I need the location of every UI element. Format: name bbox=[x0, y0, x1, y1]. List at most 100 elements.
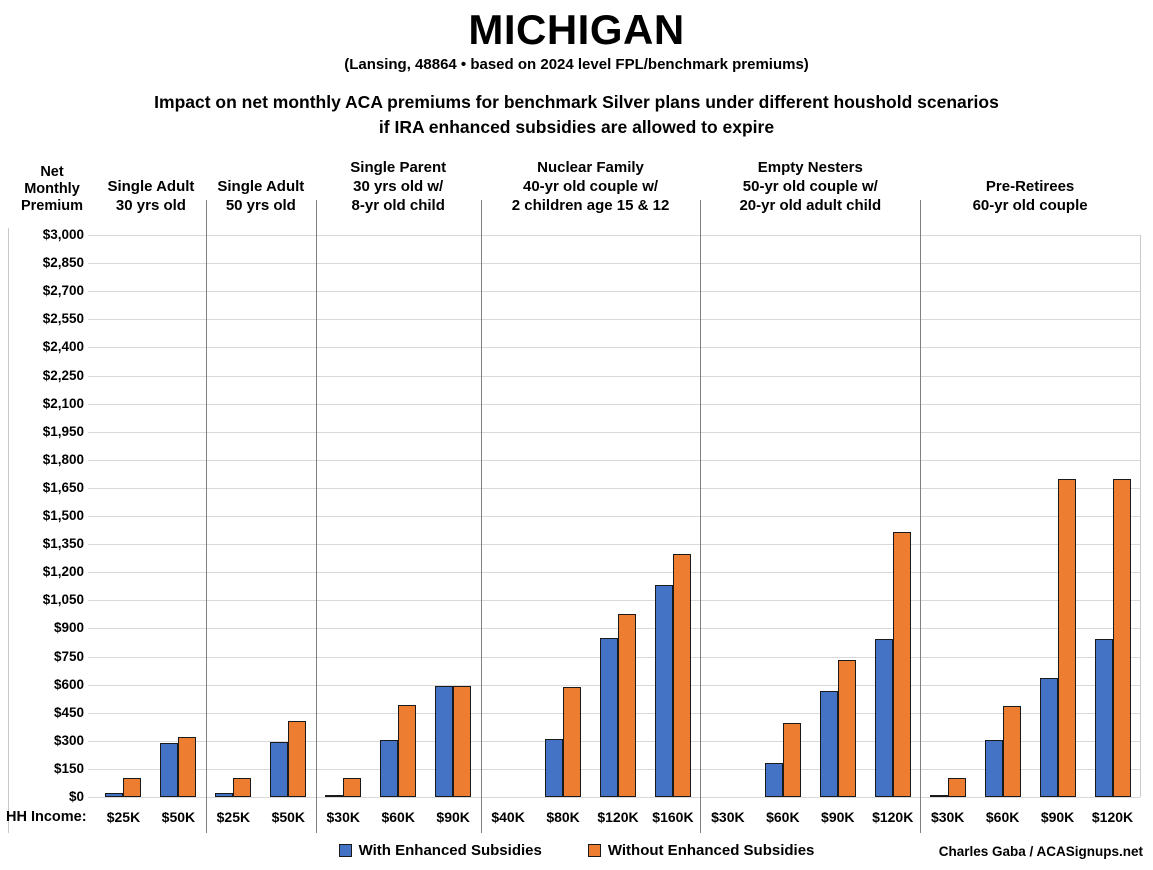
y-tick-label: $2,400 bbox=[42, 339, 84, 355]
page-subtitle: (Lansing, 48864 • based on 2024 level FP… bbox=[344, 56, 809, 73]
gridline bbox=[88, 797, 1140, 798]
scenario-group-header-line: 30 yrs old bbox=[115, 197, 186, 214]
bar-without-subsidies bbox=[563, 687, 582, 797]
y-tick-label: $1,200 bbox=[42, 564, 84, 580]
hh-income-tick-label: $90K bbox=[436, 809, 470, 825]
bar-with-subsidies bbox=[600, 638, 618, 797]
hh-income-tick-label: $50K bbox=[161, 809, 196, 825]
gridline bbox=[88, 600, 1140, 602]
bar-without-subsidies bbox=[178, 737, 197, 797]
scenario-group-header-line: Nuclear Family bbox=[537, 159, 644, 176]
bar-with-subsidies bbox=[545, 739, 564, 797]
bar-with-subsidies bbox=[215, 793, 234, 797]
scenario-group-header-line: Single Adult bbox=[107, 178, 195, 195]
gridline bbox=[88, 235, 1140, 236]
y-axis-header-line2: Monthly bbox=[24, 181, 80, 197]
hh-income-tick-label: $120K bbox=[872, 809, 914, 825]
bar-with-subsidies bbox=[270, 742, 289, 797]
hh-income-tick-label: $90K bbox=[821, 809, 855, 825]
bar-with-subsidies bbox=[1094, 639, 1113, 797]
gridline bbox=[88, 487, 1140, 489]
legend-label-without-subsidies: Without Enhanced Subsidies bbox=[607, 842, 815, 859]
y-tick-label: $2,100 bbox=[42, 395, 84, 411]
y-tick-label: $750 bbox=[53, 648, 84, 664]
group-divider bbox=[480, 200, 482, 833]
y-tick-label: $2,850 bbox=[42, 255, 84, 271]
hh-income-tick-label: $90K bbox=[1040, 809, 1075, 825]
scenario-group-header-line: 50-yr old couple w/ bbox=[742, 178, 878, 195]
scenario-group-header-line: 60-yr old couple bbox=[972, 197, 1088, 214]
hh-income-tick-label: $160K bbox=[652, 809, 694, 825]
scenario-group-header: Empty Nesters 50-yr old couple w/20-yr ol… bbox=[700, 150, 920, 215]
scenario-group-header-line: Single Adult bbox=[217, 178, 305, 195]
bar-without-subsidies bbox=[892, 532, 911, 797]
hh-income-tick-label: $30K bbox=[326, 809, 360, 825]
gridline bbox=[88, 459, 1140, 461]
gridline bbox=[88, 544, 1140, 546]
hh-income-tick-label: $120K bbox=[1091, 809, 1134, 825]
y-tick-label: $1,650 bbox=[42, 479, 84, 495]
y-tick-label: $1,500 bbox=[42, 508, 84, 523]
chart-legend: With Enhanced Subsidies Without Enhanced… bbox=[0, 842, 1153, 859]
hh-income-tick-label: $60K bbox=[766, 809, 800, 825]
bar-with-subsidies bbox=[764, 763, 783, 797]
bar-with-subsidies bbox=[874, 639, 893, 797]
group-divider bbox=[700, 200, 702, 833]
y-axis-header: Net Monthly Premium bbox=[8, 150, 96, 215]
y-tick-label: $2,550 bbox=[42, 311, 84, 327]
scenario-group-header: Pre-Retirees 60-yr old couple bbox=[920, 150, 1140, 215]
bar-without-subsidies bbox=[398, 705, 417, 797]
gridline bbox=[88, 319, 1140, 321]
scenario-group-header-line: Single Parent bbox=[350, 159, 447, 176]
bar-without-subsidies bbox=[782, 723, 801, 797]
gridline bbox=[88, 291, 1140, 293]
hh-income-tick-label: $120K bbox=[597, 809, 639, 825]
y-tick-label: $1,800 bbox=[42, 451, 84, 467]
bar-without-subsidies bbox=[288, 721, 307, 797]
bar-with-subsidies bbox=[1039, 678, 1058, 797]
scenario-group-header-line: 40-yr old couple w/ bbox=[523, 178, 659, 195]
bar-without-subsidies bbox=[1057, 479, 1076, 797]
y-tick-label: $2,250 bbox=[42, 367, 84, 383]
scenario-group-header-line: 20-yr old adult child bbox=[739, 197, 882, 214]
bar-with-subsidies bbox=[105, 793, 124, 797]
y-tick-label: $900 bbox=[53, 620, 84, 636]
bar-without-subsidies bbox=[343, 778, 362, 797]
bar-without-subsidies bbox=[837, 660, 856, 797]
y-axis-header-line1: Net bbox=[40, 164, 64, 180]
page-title: MICHIGAN bbox=[468, 6, 685, 53]
legend-item-with-subsidies: With Enhanced Subsidies bbox=[338, 842, 542, 859]
hh-income-tick-label: $30K bbox=[930, 809, 965, 825]
bar-with-subsidies bbox=[929, 795, 948, 797]
hh-income-tick-label: $40K bbox=[491, 809, 525, 825]
bar-with-subsidies bbox=[654, 585, 673, 797]
bar-with-subsidies bbox=[435, 686, 454, 797]
y-tick-label: $150 bbox=[53, 760, 84, 776]
bar-without-subsidies bbox=[618, 614, 636, 797]
gridline bbox=[88, 516, 1140, 517]
without-subsidies-swatch-icon bbox=[587, 844, 601, 857]
legend-item-without-subsidies: Without Enhanced Subsidies bbox=[587, 842, 815, 859]
group-divider bbox=[205, 200, 207, 833]
hh-income-tick-label: $60K bbox=[985, 809, 1020, 825]
y-tick-label: $300 bbox=[53, 732, 84, 748]
chart-description: Impact on net monthly ACA premiums for b… bbox=[0, 90, 1153, 140]
bar-with-subsidies bbox=[325, 795, 344, 797]
y-tick-label: $1,350 bbox=[42, 536, 84, 552]
bar-with-subsidies bbox=[160, 743, 179, 797]
y-tick-label: $600 bbox=[53, 676, 84, 692]
y-tick-label: $1,050 bbox=[42, 592, 84, 608]
scenario-group-header: Nuclear Family 40-yr old couple w/2 child… bbox=[481, 150, 701, 215]
gridline bbox=[88, 572, 1140, 574]
scenario-group-header-line: Empty Nesters bbox=[757, 159, 863, 176]
hh-income-tick-label: $30K bbox=[711, 809, 745, 825]
scenario-group-header-line: 50 yrs old bbox=[225, 197, 296, 214]
plot-left-edge bbox=[8, 228, 9, 833]
bar-without-subsidies bbox=[123, 778, 142, 797]
y-axis-header-line3: Premium bbox=[20, 198, 84, 214]
scenario-group-header: Single Adult 30 yrs old bbox=[96, 150, 206, 215]
gridline bbox=[88, 403, 1140, 405]
bar-without-subsidies bbox=[233, 778, 252, 797]
gridline bbox=[88, 628, 1140, 630]
scenario-group-header: Single Parent 30 yrs old w/8-yr old child bbox=[316, 150, 481, 215]
